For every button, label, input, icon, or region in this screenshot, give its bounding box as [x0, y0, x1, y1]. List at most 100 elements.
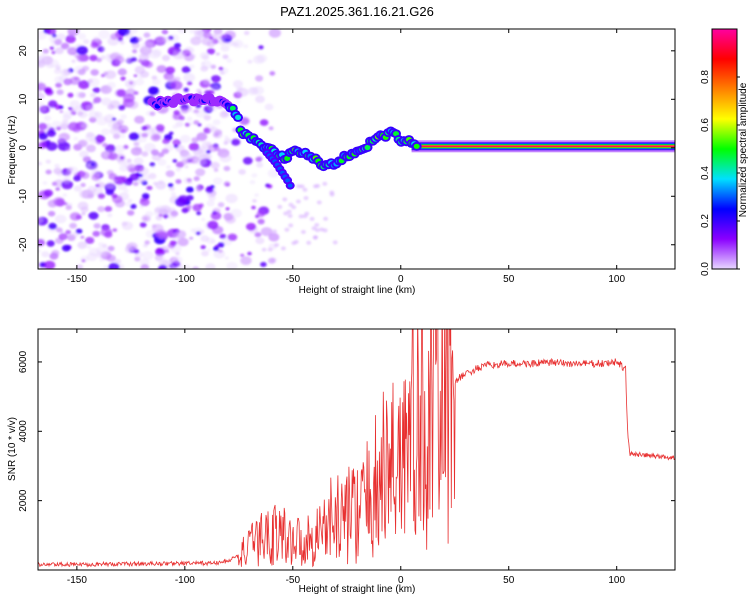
spectral-noise-blob [195, 108, 207, 118]
spectral-noise-blob [172, 139, 181, 146]
spectral-noise-blob [288, 223, 294, 228]
spectral-noise-blob [252, 199, 257, 203]
spectral-noise-blob [157, 158, 167, 166]
spectral-noise-blob [47, 199, 58, 208]
spectral-noise-blob [260, 227, 273, 237]
spectral-noise-blob [201, 62, 206, 66]
spectral-noise-blob [175, 167, 182, 172]
spectral-noise-blob [296, 184, 302, 189]
spectral-noise-blob [145, 211, 154, 218]
spectral-noise-blob [72, 126, 81, 133]
spectral-noise-blob [54, 104, 62, 110]
spectral-noise-blob [158, 264, 168, 269]
spectral-noise-blob [150, 149, 159, 156]
spectral-noise-blob [112, 228, 118, 232]
spectral-noise-blob [141, 151, 149, 157]
spectral-noise-blob [259, 119, 269, 126]
spectral-noise-blob [251, 173, 258, 178]
spectral-noise-blob [181, 159, 188, 165]
colorbar-label: Normalized spectral amplitude [738, 82, 749, 217]
spectral-noise-blob [274, 243, 280, 247]
spectral-noise-blob [217, 242, 225, 248]
spectral-noise-blob [133, 141, 140, 147]
spectral-noise-blob [117, 37, 124, 42]
spectral-noise-blob [205, 149, 211, 154]
spectral-noise-blob [232, 80, 244, 88]
spectral-noise-blob [255, 75, 264, 82]
spectral-noise-blob [77, 241, 88, 249]
spectral-noise-blob [85, 237, 95, 244]
spectral-noise-blob [149, 111, 156, 116]
spectral-noise-blob [217, 249, 223, 253]
x-tick-label: -50 [286, 575, 301, 586]
spectral-noise-blob [153, 134, 160, 140]
colorbar-tick-label: 0.6 [700, 118, 711, 132]
spectral-noise-blob [49, 46, 55, 50]
peak-band-5 [411, 145, 675, 147]
y-tick-label: 10 [18, 93, 29, 105]
spectral-noise-blob [205, 263, 216, 269]
spectral-noise-blob [106, 254, 116, 262]
spectral-noise-blob [121, 176, 127, 181]
spectral-noise-blob [298, 214, 304, 219]
spectral-noise-blob [223, 165, 231, 172]
spectral-noise-blob [155, 181, 167, 190]
spectrogram-frame [37, 28, 676, 270]
spectral-noise-blob [130, 204, 137, 209]
spectral-noise-blob [125, 246, 133, 252]
spectral-noise-blob [41, 251, 50, 258]
spectral-noise-blob [172, 256, 183, 265]
spectral-noise-blob [232, 39, 244, 49]
spectral-noise-blob [136, 37, 143, 42]
spectral-noise-blob [75, 228, 83, 234]
spectral-noise-blob [200, 65, 209, 72]
spectral-noise-blob [76, 45, 88, 55]
colorbar-tick-label: 0.2 [700, 214, 711, 228]
spectral-noise-blob [167, 183, 174, 188]
spectral-noise-blob [51, 120, 62, 128]
spectral-noise-blob [154, 248, 166, 256]
spectral-noise-blob [253, 55, 265, 64]
spectral-noise-blob [225, 215, 236, 224]
spectral-noise-blob [65, 147, 71, 151]
spectral-noise-blob [101, 97, 112, 106]
spectral-noise-blob [114, 259, 122, 264]
spectral-noise-blob [58, 229, 64, 234]
spectral-noise-blob [71, 59, 76, 63]
spectral-noise-blob [268, 29, 281, 38]
spectral-noise-blob [309, 216, 315, 221]
spectral-noise-blob [193, 120, 200, 125]
spectral-noise-blob [142, 251, 154, 260]
spectral-noise-blob [98, 242, 104, 247]
spectral-noise-blob [210, 161, 220, 169]
spectral-noise-blob [107, 245, 115, 252]
spectral-noise-blob [152, 49, 163, 57]
spectral-noise-blob [211, 84, 220, 91]
spectral-noise-blob [156, 205, 165, 212]
spectral-noise-blob [141, 193, 150, 199]
spectral-noise-blob [170, 80, 183, 91]
spectral-noise-blob [300, 230, 306, 234]
spectral-noise-blob [92, 87, 101, 93]
spectral-noise-blob [180, 107, 189, 114]
spectral-noise-blob [66, 46, 77, 54]
spectral-noise-blob [77, 139, 88, 148]
spectral-noise-blob [206, 200, 215, 207]
spectral-noise-blob [196, 132, 208, 141]
spectral-noise-blob [47, 210, 56, 217]
ridge-core [284, 155, 291, 161]
spectral-noise-blob [134, 115, 145, 124]
spectral-noise-blob [76, 264, 84, 269]
spectral-noise-blob [227, 233, 238, 241]
spectral-noise-blob [256, 210, 266, 218]
spectral-noise-blob [188, 142, 200, 151]
spectral-noise-blob [114, 55, 125, 64]
snr-y-ticks: 2000 4000 6000 [18, 350, 675, 512]
snr-series [38, 329, 675, 568]
spectral-noise-blob [203, 31, 212, 39]
spectral-noise-blob [177, 195, 189, 204]
spectral-noise-blob [69, 212, 81, 221]
spectral-noise-blob [63, 111, 73, 119]
spectral-noise-blob [129, 173, 140, 181]
